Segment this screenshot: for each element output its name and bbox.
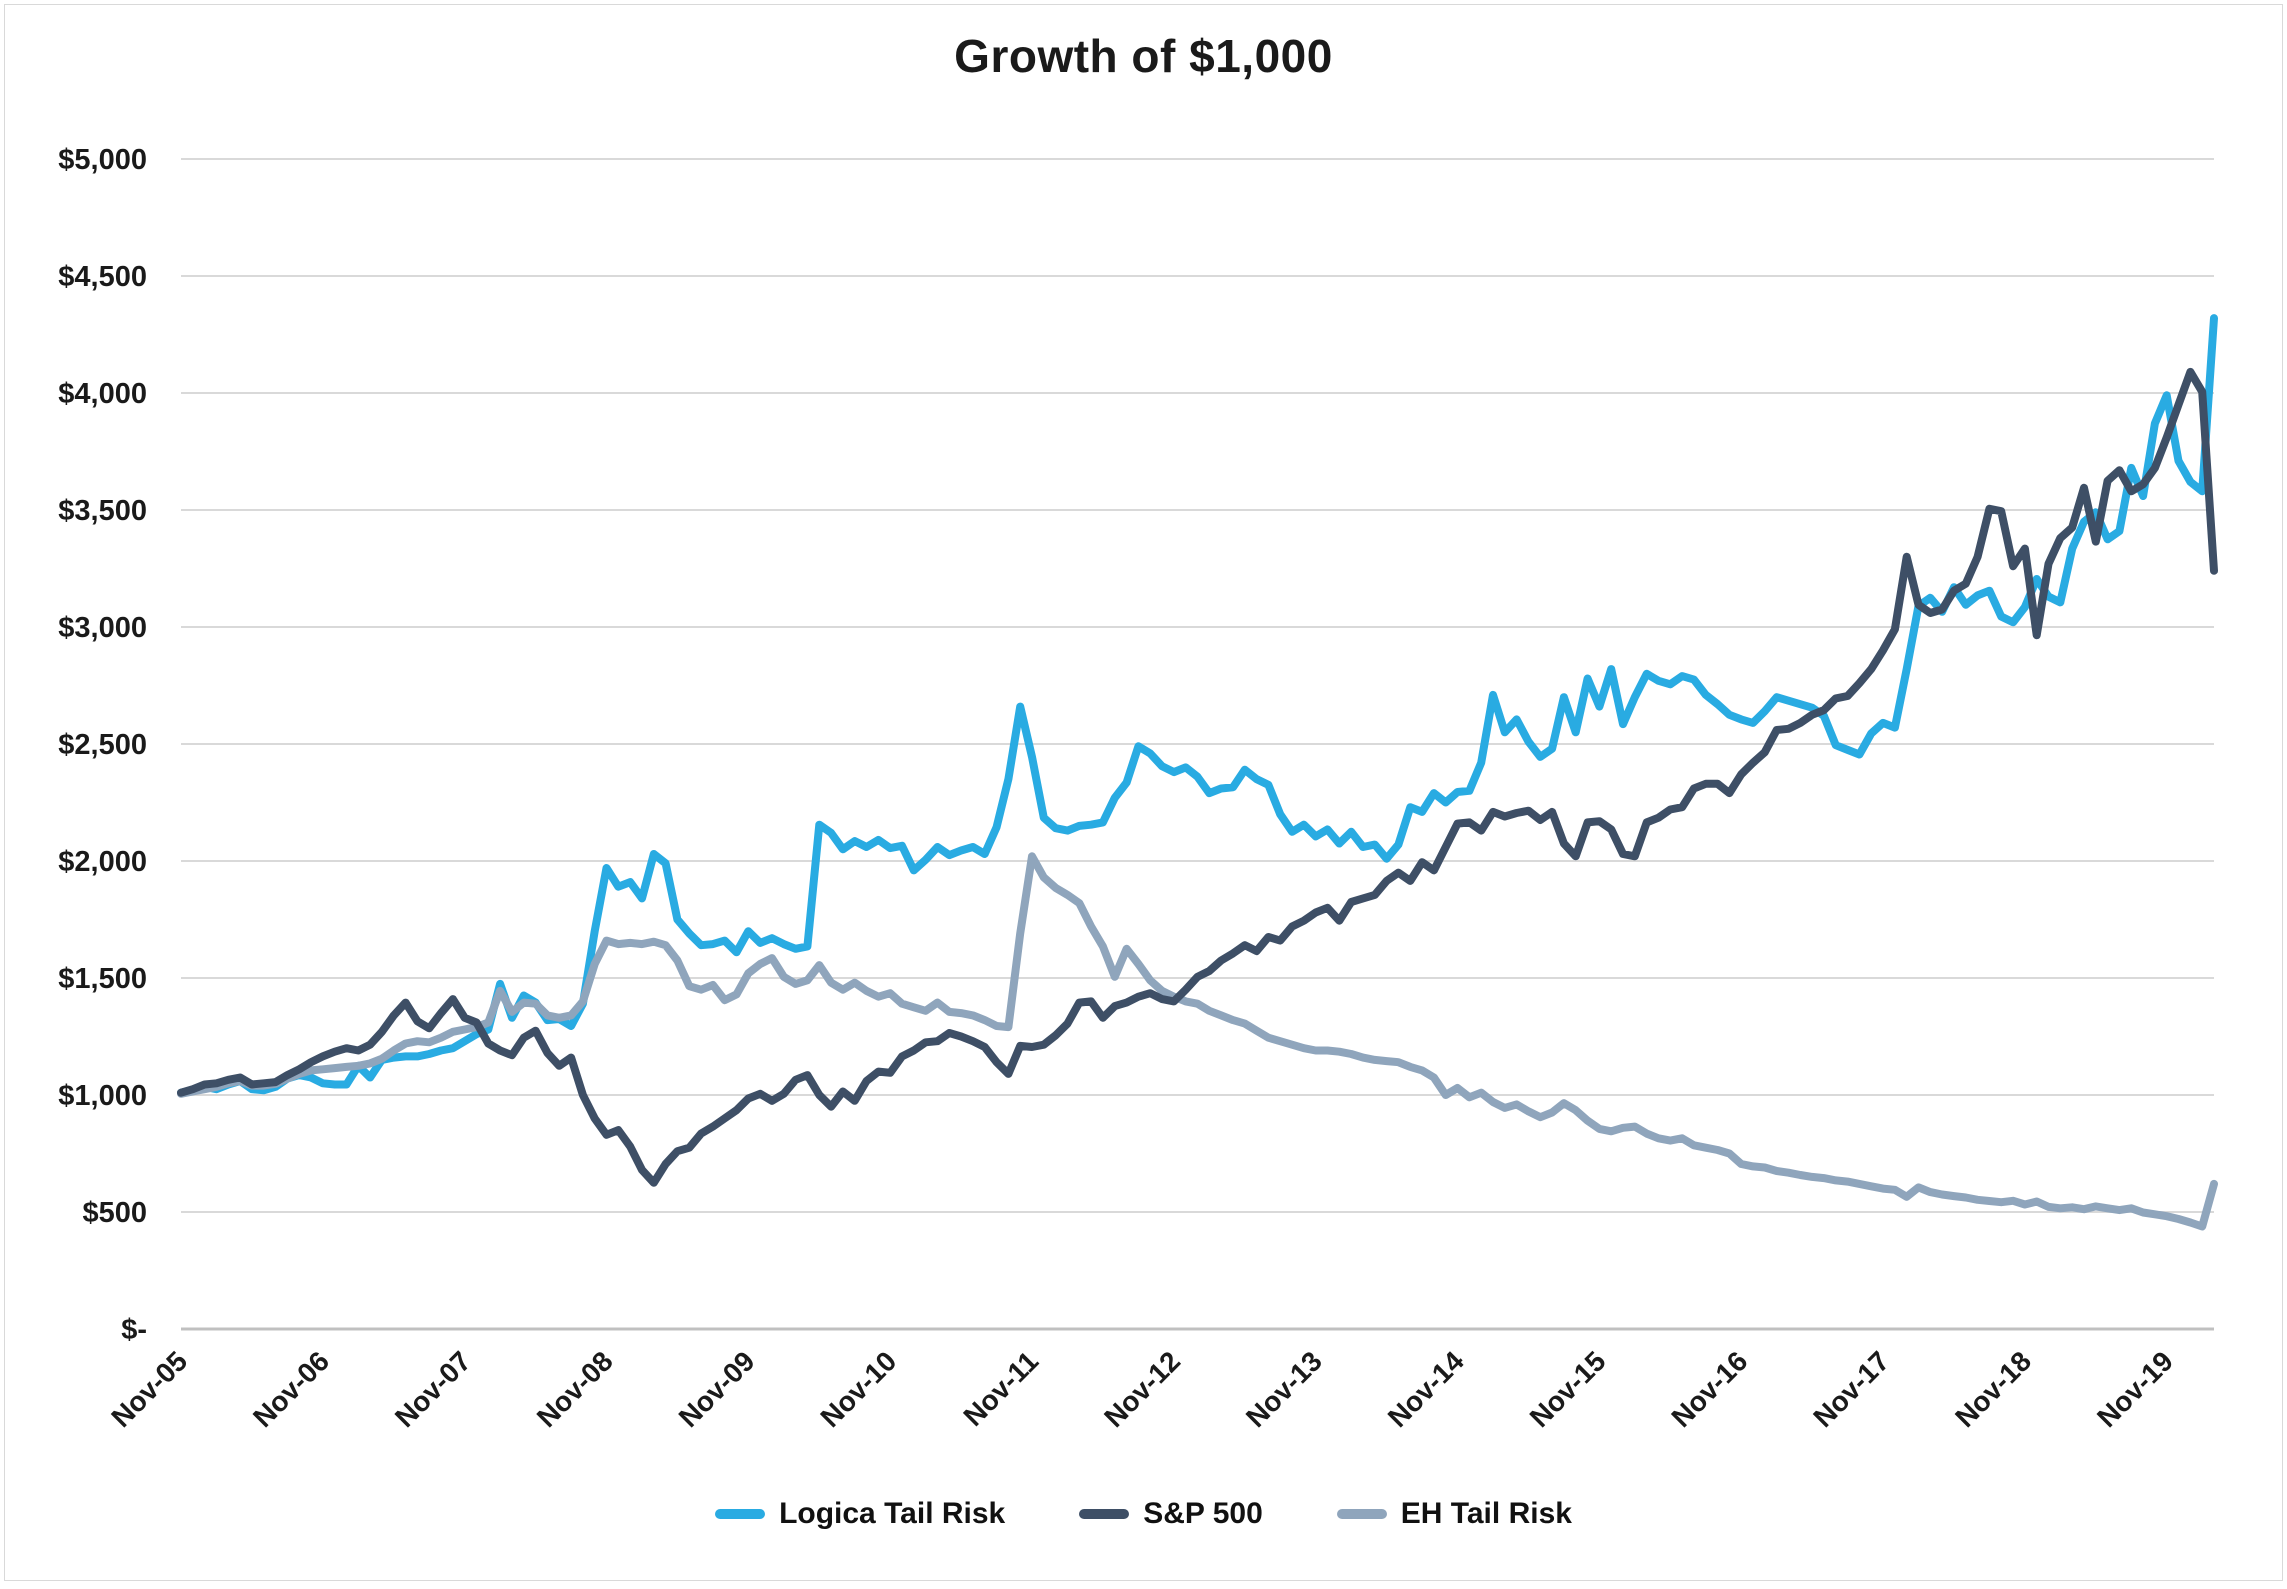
chart-container: $- $500 $1,000 $1,500 $2,000 $2,500 $3,000 $3,5… <box>4 4 2283 1581</box>
legend-swatch-sp500 <box>1079 1509 1130 1519</box>
x-axis-label: Nov-05 <box>105 1345 193 1433</box>
legend-label-eh: EH Tail Risk <box>1400 1497 1572 1530</box>
series-line-eh-tail-risk <box>177 852 2218 1231</box>
y-axis-label: $1,500 <box>58 963 147 995</box>
plot-area: $- $500 $1,000 $1,500 $2,000 $2,500 $3,000 $3,5… <box>58 144 2218 1433</box>
y-axis-label: $500 <box>82 1197 147 1229</box>
y-axis-label: $3,500 <box>58 495 147 527</box>
x-axis-label: Nov-14 <box>1382 1345 1470 1433</box>
legend-item-logica: Logica Tail Risk <box>715 1497 1005 1531</box>
x-axis-label: Nov-06 <box>247 1345 335 1433</box>
y-axis-label: $5,000 <box>58 144 147 176</box>
legend: Logica Tail Risk S&P 500 EH Tail Risk <box>5 1497 2282 1531</box>
x-axis-label: Nov-17 <box>1807 1345 1895 1433</box>
legend-label-sp500: S&P 500 <box>1143 1497 1263 1530</box>
x-axis-label: Nov-19 <box>2091 1345 2179 1433</box>
y-axis-label: $1,000 <box>58 1080 147 1112</box>
x-axis-label: Nov-11 <box>957 1345 1044 1432</box>
y-axis-label: $- <box>121 1314 147 1346</box>
x-axis-label: Nov-09 <box>673 1345 761 1433</box>
x-axis-label: Nov-08 <box>531 1345 619 1433</box>
x-axis-label: Nov-18 <box>1949 1345 2037 1433</box>
legend-item-sp500: S&P 500 <box>1079 1497 1263 1531</box>
x-axis-label: Nov-15 <box>1524 1345 1612 1433</box>
x-axis-label: Nov-16 <box>1666 1345 1754 1433</box>
series-line-s-p-500 <box>177 367 2218 1187</box>
y-axis-label: $4,500 <box>58 261 147 293</box>
y-axis-label: $3,000 <box>58 612 147 644</box>
x-axis-label: Nov-13 <box>1240 1345 1328 1433</box>
legend-swatch-eh <box>1336 1509 1387 1519</box>
chart-title: Growth of $1,000 <box>954 30 1333 82</box>
y-axis-label: $2,000 <box>58 846 147 878</box>
y-axis-label: $2,500 <box>58 729 147 761</box>
x-axis-label: Nov-07 <box>389 1345 477 1433</box>
legend-swatch-logica <box>715 1509 766 1519</box>
legend-item-eh: EH Tail Risk <box>1336 1497 1572 1531</box>
x-axis-label: Nov-12 <box>1098 1345 1186 1433</box>
x-axis-label: Nov-10 <box>814 1345 902 1433</box>
y-axis-label: $4,000 <box>58 378 147 410</box>
legend-label-logica: Logica Tail Risk <box>779 1497 1006 1530</box>
